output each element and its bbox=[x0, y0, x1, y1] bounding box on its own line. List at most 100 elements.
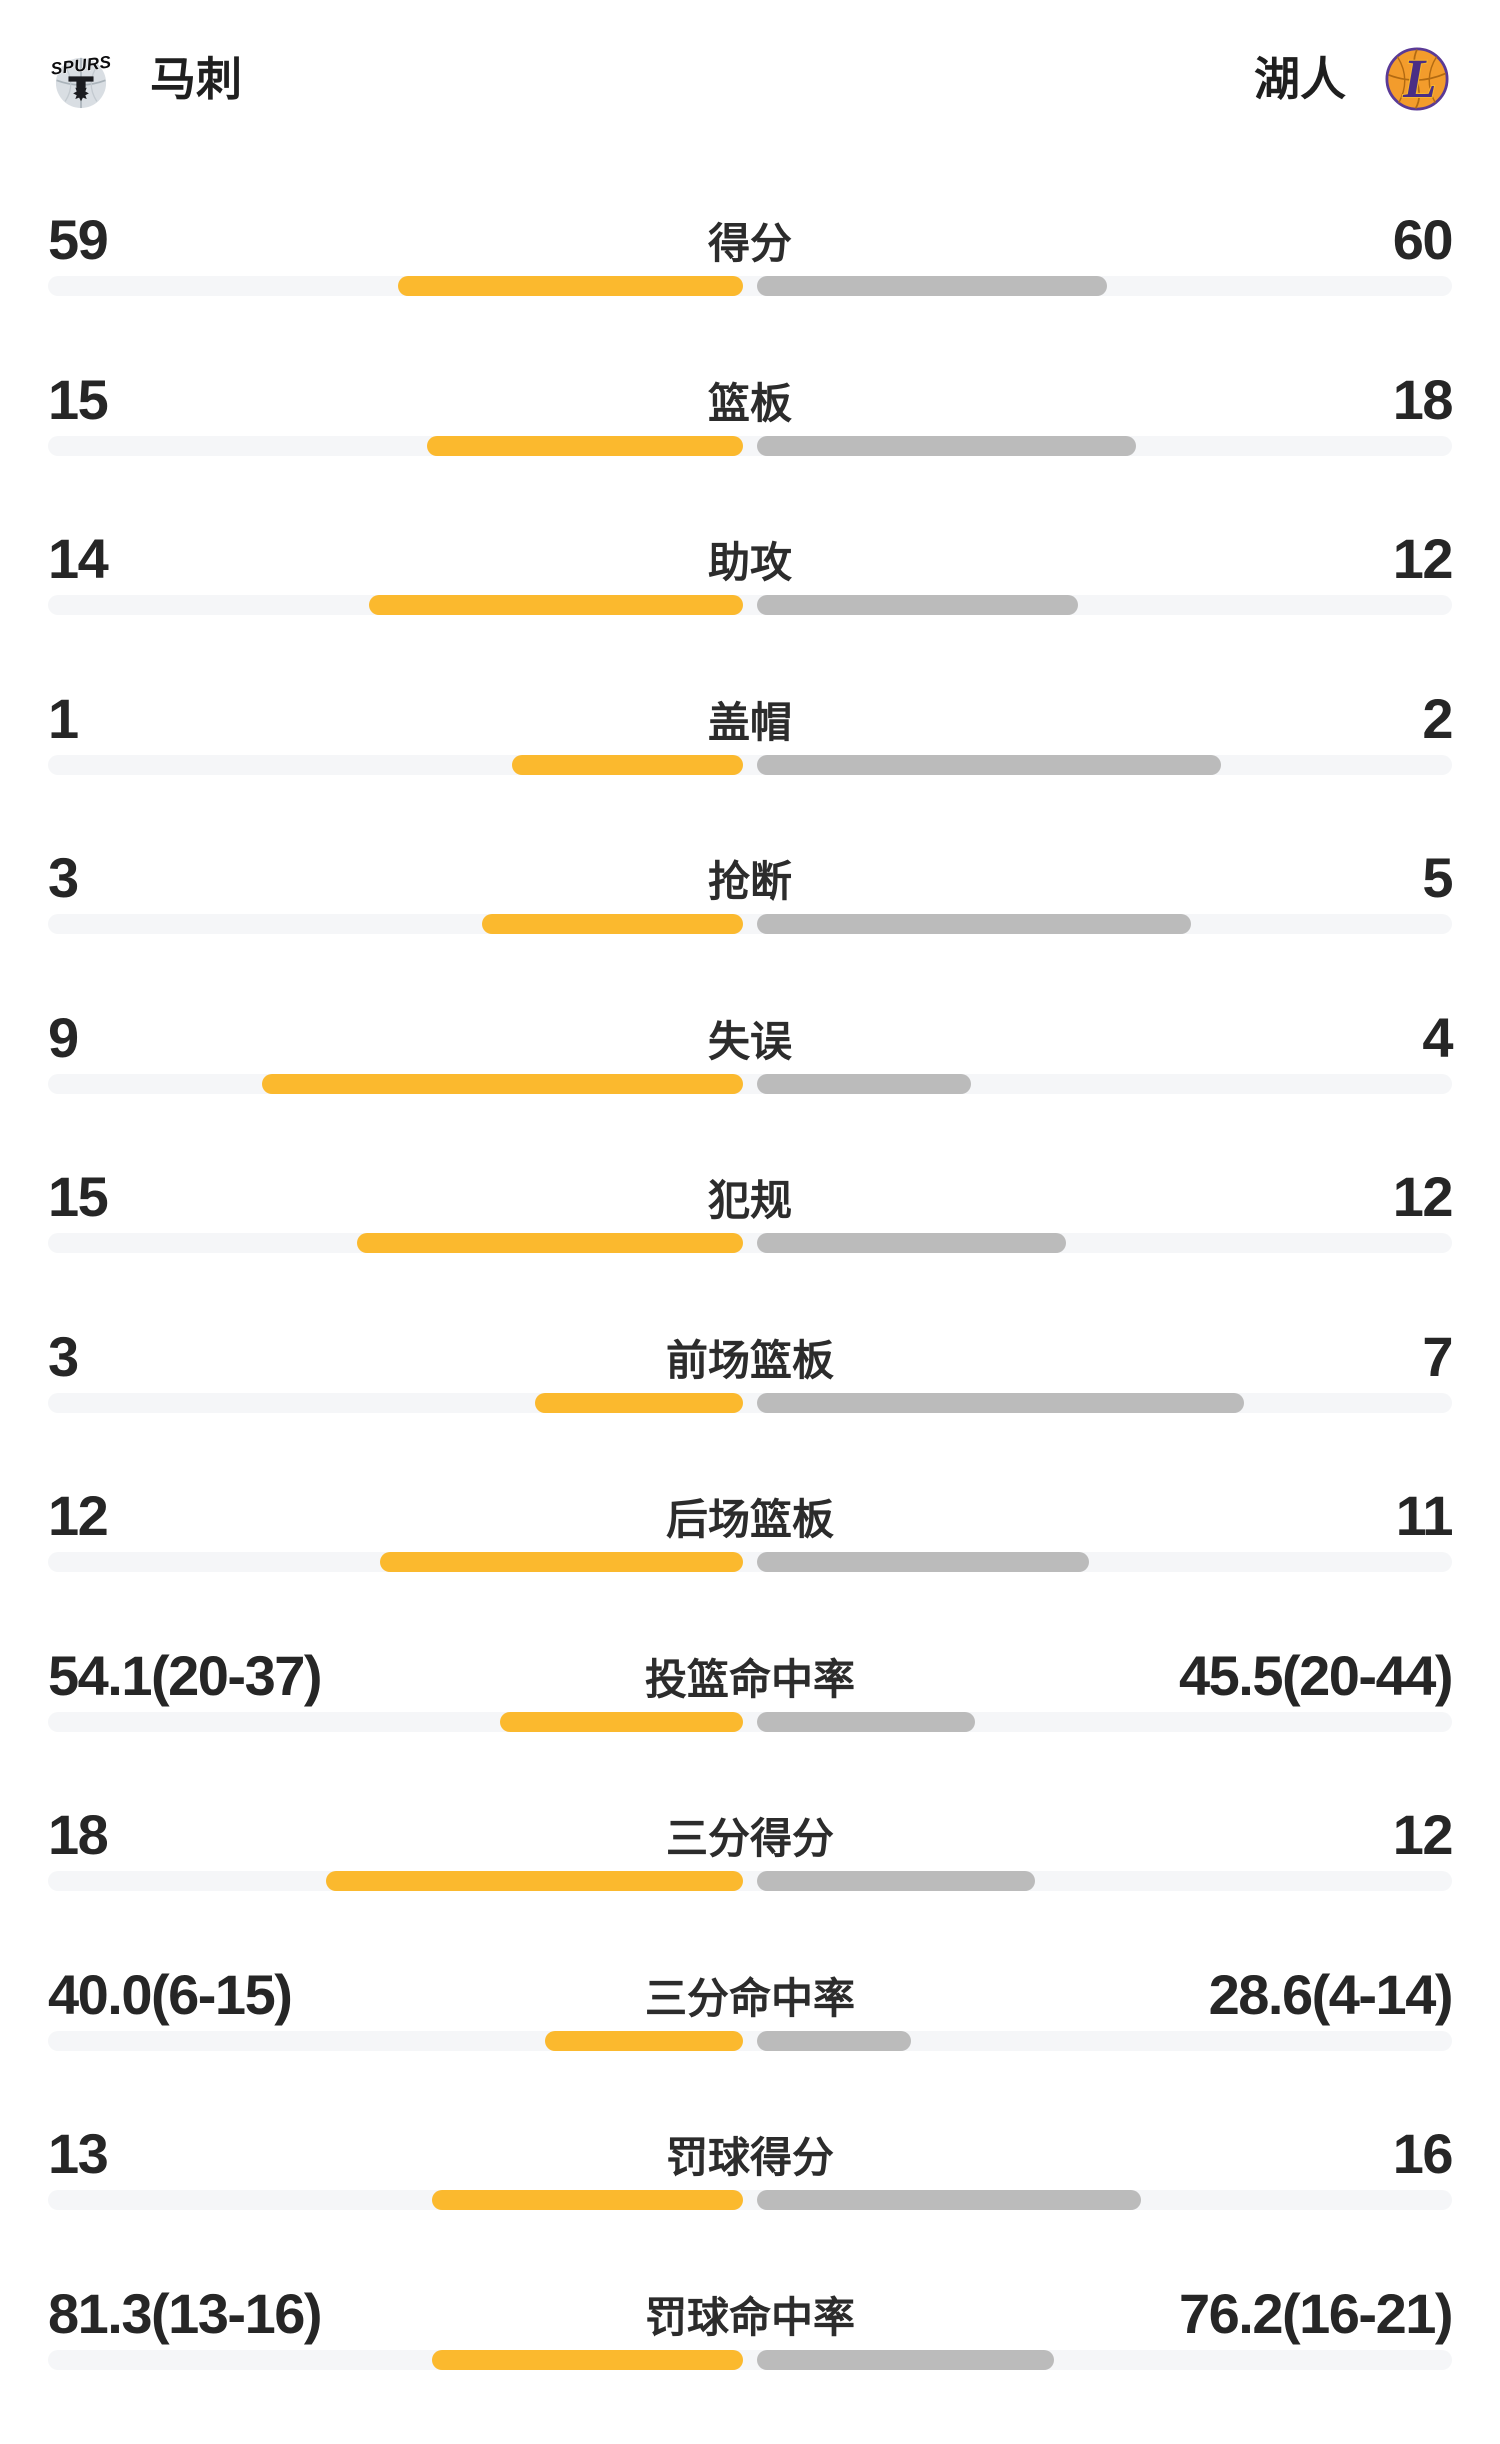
home-value: 15 bbox=[48, 367, 109, 431]
stat-label: 三分命中率 bbox=[644, 1974, 856, 2022]
home-bar bbox=[499, 1711, 743, 1732]
home-value: 1 bbox=[48, 686, 79, 750]
away-bar bbox=[757, 2349, 1054, 2370]
away-bar bbox=[757, 2030, 912, 2051]
away-bar bbox=[757, 1073, 972, 1094]
away-bar bbox=[757, 435, 1136, 456]
stat-values-line: 9 失误 4 bbox=[48, 1002, 1453, 1069]
home-bar bbox=[398, 276, 743, 296]
stat-label: 抢断 bbox=[707, 858, 793, 905]
stat-label: 得分 bbox=[707, 220, 793, 267]
stat-label: 助攻 bbox=[707, 539, 793, 586]
home-team-name: 马刺 bbox=[150, 53, 242, 105]
stat-values-line: 15 犯规 12 bbox=[48, 1161, 1454, 1228]
stat-row: 13 罚球得分 16 bbox=[48, 2118, 1454, 2278]
stat-row: 15 犯规 12 bbox=[48, 1161, 1454, 1321]
stats-list: 59 得分 60 15 篮板 18 14 助攻 bbox=[48, 204, 1454, 2438]
stat-values-line: 40.0(6-15) 三分命中率 28.6(4-14) bbox=[48, 1959, 1454, 2026]
bar-track bbox=[48, 1233, 1452, 1253]
stat-label: 后场篮板 bbox=[665, 1496, 835, 1543]
home-value: 14 bbox=[48, 527, 109, 590]
stat-label: 投篮命中率 bbox=[644, 1655, 856, 1703]
stat-values-line: 15 篮板 18 bbox=[48, 364, 1454, 431]
bar-track bbox=[48, 1871, 1452, 1891]
home-bar bbox=[369, 595, 743, 615]
away-value: 16 bbox=[1392, 2122, 1454, 2185]
stat-values-line: 3 抢断 5 bbox=[48, 842, 1453, 909]
away-bar bbox=[757, 1871, 1035, 1891]
bar-track bbox=[48, 276, 1452, 296]
away-value: 28.6(4-14) bbox=[1208, 1962, 1454, 2026]
team-stats-page: SPURS 马刺 湖人 L 59 得分 60 bbox=[0, 44, 1500, 2444]
stat-label: 罚球命中率 bbox=[644, 2293, 856, 2341]
home-bar bbox=[511, 754, 743, 775]
stat-label: 篮板 bbox=[707, 379, 793, 427]
home-value: 59 bbox=[48, 208, 109, 271]
home-bar bbox=[426, 435, 743, 456]
bar-track bbox=[48, 1073, 1452, 1094]
stat-row: 59 得分 60 bbox=[48, 204, 1454, 364]
away-value: 45.5(20-44) bbox=[1178, 1643, 1454, 1707]
stat-row: 3 抢断 5 bbox=[48, 842, 1453, 1002]
away-value: 11 bbox=[1395, 1484, 1454, 1547]
bar-track bbox=[48, 754, 1452, 775]
away-value: 12 bbox=[1392, 527, 1454, 590]
home-bar bbox=[356, 1233, 743, 1253]
away-bar bbox=[757, 2190, 1141, 2210]
away-bar bbox=[757, 914, 1192, 934]
stat-values-line: 14 助攻 12 bbox=[48, 523, 1454, 590]
stat-values-line: 18 三分得分 12 bbox=[48, 1799, 1454, 1866]
stat-label: 盖帽 bbox=[707, 698, 793, 746]
bar-track bbox=[48, 435, 1452, 456]
home-team: SPURS 马刺 bbox=[48, 46, 242, 112]
stat-row: 81.3(13-16) 罚球命中率 76.2(16-21) bbox=[48, 2278, 1454, 2438]
home-value: 15 bbox=[48, 1165, 109, 1228]
bar-track bbox=[48, 595, 1452, 615]
away-bar bbox=[757, 1711, 976, 1732]
away-value: 76.2(16-21) bbox=[1178, 2281, 1454, 2345]
lakers-logo-icon: L bbox=[1385, 47, 1449, 111]
home-value: 13 bbox=[48, 2122, 109, 2185]
home-value: 9 bbox=[48, 1005, 79, 1069]
home-value: 81.3(13-16) bbox=[48, 2281, 323, 2345]
stat-values-line: 54.1(20-37) 投篮命中率 45.5(20-44) bbox=[48, 1640, 1454, 1707]
stat-row: 3 前场篮板 7 bbox=[48, 1321, 1453, 1481]
away-value: 7 bbox=[1422, 1324, 1453, 1388]
home-value: 3 bbox=[48, 846, 79, 909]
home-bar bbox=[432, 2349, 743, 2370]
stat-values-line: 12 后场篮板 11 bbox=[48, 1480, 1454, 1547]
bar-track bbox=[48, 2030, 1452, 2051]
lakers-letter: L bbox=[1402, 48, 1436, 109]
away-value: 60 bbox=[1392, 208, 1454, 271]
away-bar bbox=[757, 754, 1221, 775]
stat-label: 失误 bbox=[707, 1017, 793, 1065]
stat-row: 1 盖帽 2 bbox=[48, 683, 1453, 843]
away-value: 18 bbox=[1392, 367, 1454, 431]
home-bar bbox=[431, 2190, 743, 2210]
bar-track bbox=[48, 2190, 1452, 2210]
header: SPURS 马刺 湖人 L bbox=[48, 44, 1452, 114]
stat-label: 犯规 bbox=[707, 1177, 793, 1224]
home-bar bbox=[380, 1552, 743, 1572]
spurs-logo-icon: SPURS bbox=[49, 51, 113, 109]
bar-track bbox=[48, 1552, 1452, 1572]
home-value: 18 bbox=[48, 1803, 109, 1866]
stat-row: 15 篮板 18 bbox=[48, 364, 1454, 524]
away-value: 2 bbox=[1422, 686, 1453, 750]
stat-row: 9 失误 4 bbox=[48, 1002, 1453, 1162]
away-value: 12 bbox=[1392, 1803, 1454, 1866]
away-bar bbox=[757, 1392, 1244, 1413]
stat-values-line: 13 罚球得分 16 bbox=[48, 2118, 1454, 2185]
stat-label: 三分得分 bbox=[665, 1815, 835, 1862]
stat-row: 40.0(6-15) 三分命中率 28.6(4-14) bbox=[48, 1959, 1454, 2119]
stat-row: 14 助攻 12 bbox=[48, 523, 1454, 683]
bar-track bbox=[48, 914, 1452, 934]
stat-row: 54.1(20-37) 投篮命中率 45.5(20-44) bbox=[48, 1640, 1454, 1800]
home-value: 54.1(20-37) bbox=[48, 1643, 323, 1707]
stat-row: 12 后场篮板 11 bbox=[48, 1480, 1454, 1640]
stat-values-line: 81.3(13-16) 罚球命中率 76.2(16-21) bbox=[48, 2278, 1454, 2345]
home-value: 40.0(6-15) bbox=[48, 1962, 293, 2026]
away-team: 湖人 L bbox=[1254, 44, 1452, 114]
stat-values-line: 1 盖帽 2 bbox=[48, 683, 1453, 750]
away-value: 5 bbox=[1422, 846, 1453, 909]
